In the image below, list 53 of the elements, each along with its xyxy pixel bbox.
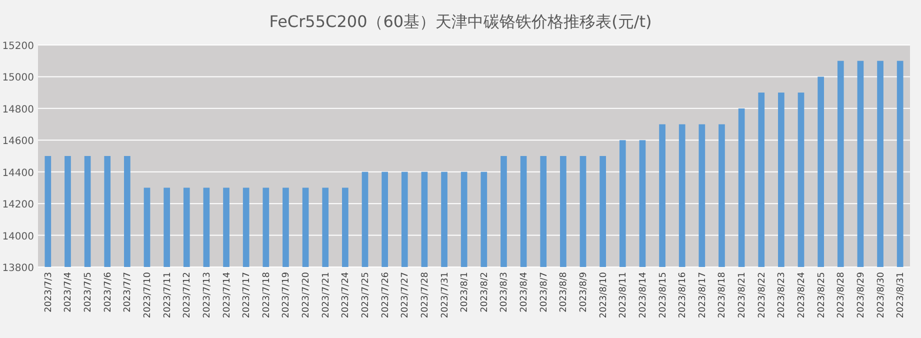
xtick: 2023/7/21: [321, 272, 332, 318]
xtick: 2023/8/17: [698, 272, 708, 318]
title: FeCr55C200（60基）天津中碳铬铁价格推移表(元/t): [269, 12, 652, 31]
xtick: 2023/8/4: [520, 272, 530, 312]
xtick: 2023/8/31: [896, 272, 906, 318]
xtick: 2023/7/13: [202, 272, 212, 318]
xtick: 2023/8/18: [718, 272, 728, 318]
xtick: 2023/8/22: [757, 272, 768, 318]
xtick: 2023/7/31: [440, 272, 450, 318]
xtick: 2023/7/5: [84, 272, 94, 312]
xtick: 2023/8/21: [738, 272, 748, 318]
xtick: 2023/8/15: [658, 272, 668, 318]
xtick: 2023/8/11: [618, 272, 629, 318]
ytick: 14800: [2, 104, 34, 116]
xtick: 2023/7/6: [103, 272, 114, 312]
xtick: 2023/7/7: [123, 272, 134, 312]
xtick: 2023/7/4: [64, 272, 74, 312]
ytick: 15200: [2, 41, 34, 52]
ytick: 14600: [2, 136, 34, 148]
xtick: 2023/8/28: [836, 272, 847, 318]
xtick: 2023/8/24: [797, 272, 807, 318]
xtick: 2023/7/25: [361, 272, 371, 318]
xtick: 2023/7/19: [282, 272, 292, 318]
xtick: 2023/7/14: [222, 272, 232, 318]
xtick: 2023/8/16: [678, 272, 688, 318]
xtick: 2023/7/28: [420, 272, 430, 318]
xtick: 2023/8/7: [539, 272, 550, 312]
xtick: 2023/8/9: [579, 272, 589, 312]
xtick: 2023/8/23: [777, 272, 788, 318]
ytick: 14200: [2, 200, 34, 211]
xtick: 2023/7/11: [162, 272, 173, 318]
ytick: 15000: [2, 72, 34, 84]
xtick: 2023/8/2: [480, 272, 490, 312]
xtick: 2023/7/3: [44, 272, 54, 312]
xtick: 2023/7/27: [400, 272, 411, 318]
xtick: 2023/8/10: [598, 272, 609, 318]
xtick: 2023/7/12: [182, 272, 193, 318]
xtick: 2023/8/3: [500, 272, 510, 312]
xtick: 2023/7/20: [302, 272, 312, 318]
xtick: 2023/8/25: [816, 272, 827, 318]
xtick: 2023/7/10: [143, 272, 153, 318]
xtick: 2023/7/18: [262, 272, 272, 318]
ytick: 14400: [2, 168, 34, 179]
ytick: 14000: [2, 231, 34, 242]
xtick: 2023/8/14: [638, 272, 648, 318]
xtick: 2023/8/8: [559, 272, 570, 312]
xtick: 2023/7/17: [242, 272, 252, 318]
xtick: 2023/8/1: [460, 272, 470, 312]
ytick: 13800: [2, 263, 34, 274]
xtick: 2023/7/24: [341, 272, 352, 318]
xtick: 2023/8/29: [856, 272, 866, 318]
xtick: 2023/8/30: [876, 272, 886, 318]
xtick: 2023/7/26: [380, 272, 391, 318]
